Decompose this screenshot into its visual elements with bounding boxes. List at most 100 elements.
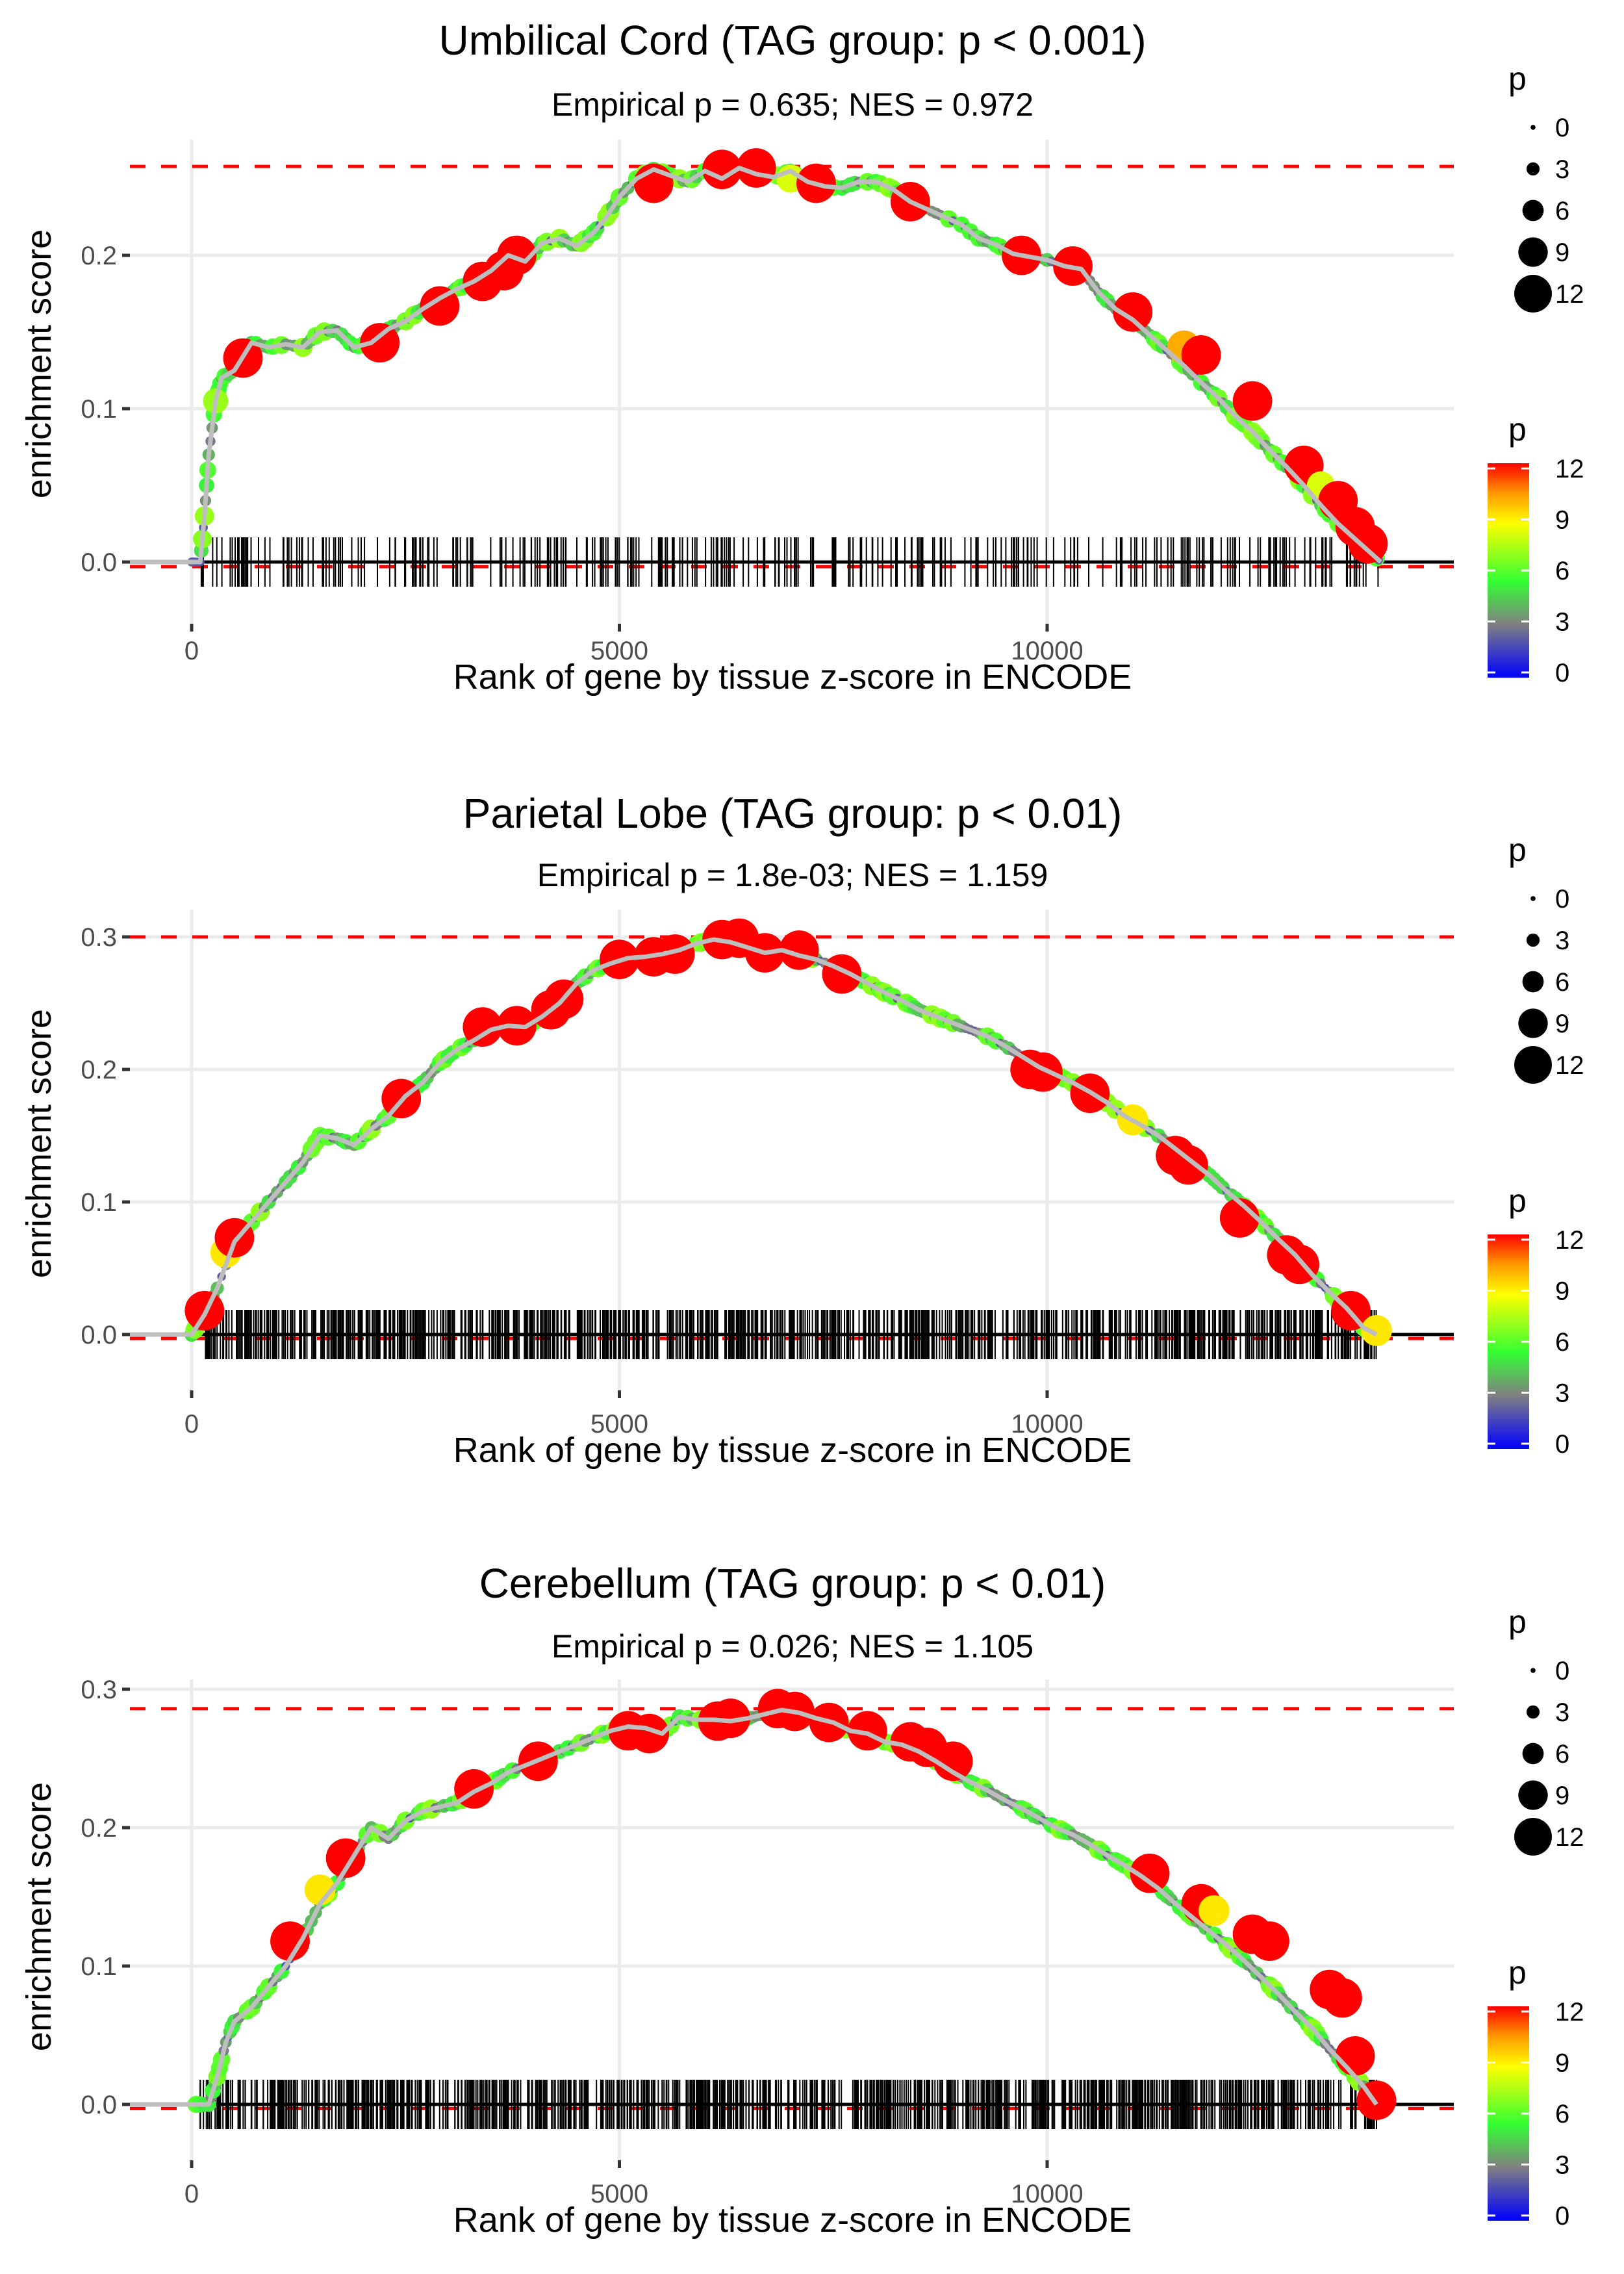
color-legend-label: 6 [1555,1328,1569,1357]
data-point-large [1322,1978,1362,2018]
size-legend-label: 12 [1555,1823,1584,1852]
x-tick-label: 5000 [590,637,648,665]
chart-panel-3: Cerebellum (TAG group: p < 0.01) Empirica… [19,1560,1454,2240]
enrichment-curve [130,166,1382,565]
y-tick-label: 0.1 [81,395,117,424]
data-point-large [655,934,695,974]
data-point-large [463,1007,503,1047]
color-legend-label: 12 [1555,1226,1584,1255]
data-point-large [1113,292,1153,332]
size-legend-dot [1530,1668,1536,1673]
color-legend-label: 0 [1555,1430,1569,1459]
color-legend-label: 0 [1555,2202,1569,2230]
y-tick-label: 0.0 [81,1321,117,1349]
color-legend-title: p [1508,1182,1527,1219]
size-legend-dot [1526,933,1540,947]
y-axis-title: enrichment score [19,1782,58,2051]
chart-panel-1: Umbilical Cord (TAG group: p < 0.001) Emp… [19,17,1454,696]
color-legend-label: 6 [1555,2100,1569,2128]
size-legend-dot [1526,162,1540,176]
data-point-large [1348,524,1388,564]
y-tick-label: 0.0 [81,548,117,577]
color-legend-label: 3 [1555,1379,1569,1408]
color-legend-label: 0 [1555,659,1569,687]
color-legend-label: 6 [1555,557,1569,585]
x-tick-label: 0 [184,2180,199,2208]
curve-points [187,148,1388,567]
data-point-large [1232,381,1273,421]
data-point-large [1361,1315,1392,1346]
chart-panel-2: Parietal Lobe (TAG group: p < 0.01) Empir… [19,790,1454,1470]
size-legend-dot [1518,1008,1548,1038]
y-tick-label: 0.3 [81,1676,117,1704]
size-legend-dot [1514,275,1552,313]
y-tick-label: 0.2 [81,1814,117,1843]
size-legend-title: p [1508,832,1527,868]
size-legend-dot [1518,237,1548,267]
y-tick-label: 0.0 [81,2091,117,2119]
data-point-large [822,954,862,994]
size-legend-label: 6 [1555,1740,1569,1769]
chart-subtitle: Empirical p = 1.8e-03; NES = 1.159 [537,857,1048,893]
color-legend-label: 9 [1555,506,1569,535]
data-point-large [1181,335,1221,375]
size-legend-dot [1526,1705,1540,1719]
size-legend-label: 9 [1555,238,1569,267]
size-legend-label: 12 [1555,280,1584,309]
size-legend-dot [1514,1046,1552,1084]
size-legend-dot [1522,1743,1544,1765]
data-point-large [1168,1145,1208,1185]
x-tick-label: 10000 [1011,2180,1083,2208]
size-legend-label: 0 [1555,1657,1569,1685]
color-legend-title: p [1508,411,1527,448]
chart-title: Umbilical Cord (TAG group: p < 0.001) [438,17,1146,64]
chart-subtitle: Empirical p = 0.026; NES = 1.105 [552,1628,1034,1665]
x-tick-label: 5000 [590,2180,648,2208]
chart-title: Parietal Lobe (TAG group: p < 0.01) [463,790,1123,837]
data-point-large [629,1713,669,1754]
y-axis-title: enrichment score [19,1009,58,1278]
size-legend-label: 9 [1555,1782,1569,1810]
x-tick-label: 10000 [1011,637,1083,665]
color-legend-title: p [1508,1954,1527,1991]
size-legend-dot [1522,199,1544,222]
color-legend-label: 9 [1555,1277,1569,1306]
data-point-large [420,286,460,326]
size-legend-label: 3 [1555,155,1569,184]
enrichment-curve [130,1707,1378,2107]
size-legend-dot [1530,896,1536,901]
size-legend-dot [1518,1780,1548,1810]
size-legend-label: 9 [1555,1010,1569,1038]
size-legend-title: p [1508,1603,1527,1640]
x-axis-title: Rank of gene by tissue z-score in ENCODE [453,2201,1132,2240]
chart-title: Cerebellum (TAG group: p < 0.01) [479,1560,1106,1607]
data-point-large [702,149,742,190]
data-point-large [270,1921,310,1961]
size-legend-label: 3 [1555,926,1569,955]
data-point-large [933,1741,973,1782]
color-legend-label: 12 [1555,1998,1584,2026]
y-tick-label: 0.2 [81,1056,117,1084]
data-point-large [1219,1198,1260,1238]
data-point-large [497,235,537,275]
data-point-large [711,1698,751,1739]
data-point-large [1250,1921,1289,1961]
color-legend-label: 12 [1555,455,1584,483]
x-tick-label: 10000 [1011,1410,1083,1438]
size-legend-label: 0 [1555,885,1569,913]
y-tick-label: 0.1 [81,1952,117,1981]
y-tick-label: 0.1 [81,1188,117,1217]
size-legend-label: 6 [1555,197,1569,225]
size-legend-title: p [1508,60,1527,97]
size-legend-label: 3 [1555,1698,1569,1727]
data-point-large [1199,1895,1230,1926]
x-axis-title: Rank of gene by tissue z-score in ENCODE [453,658,1132,696]
size-legend-label: 6 [1555,968,1569,997]
size-legend-dot [1522,971,1544,993]
y-axis-title: enrichment score [19,229,58,498]
x-axis-title: Rank of gene by tissue z-score in ENCODE [453,1431,1132,1470]
size-legend-dot [1530,125,1536,130]
